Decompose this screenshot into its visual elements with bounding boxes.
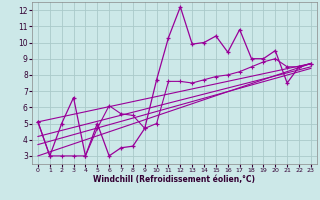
X-axis label: Windchill (Refroidissement éolien,°C): Windchill (Refroidissement éolien,°C) xyxy=(93,175,255,184)
